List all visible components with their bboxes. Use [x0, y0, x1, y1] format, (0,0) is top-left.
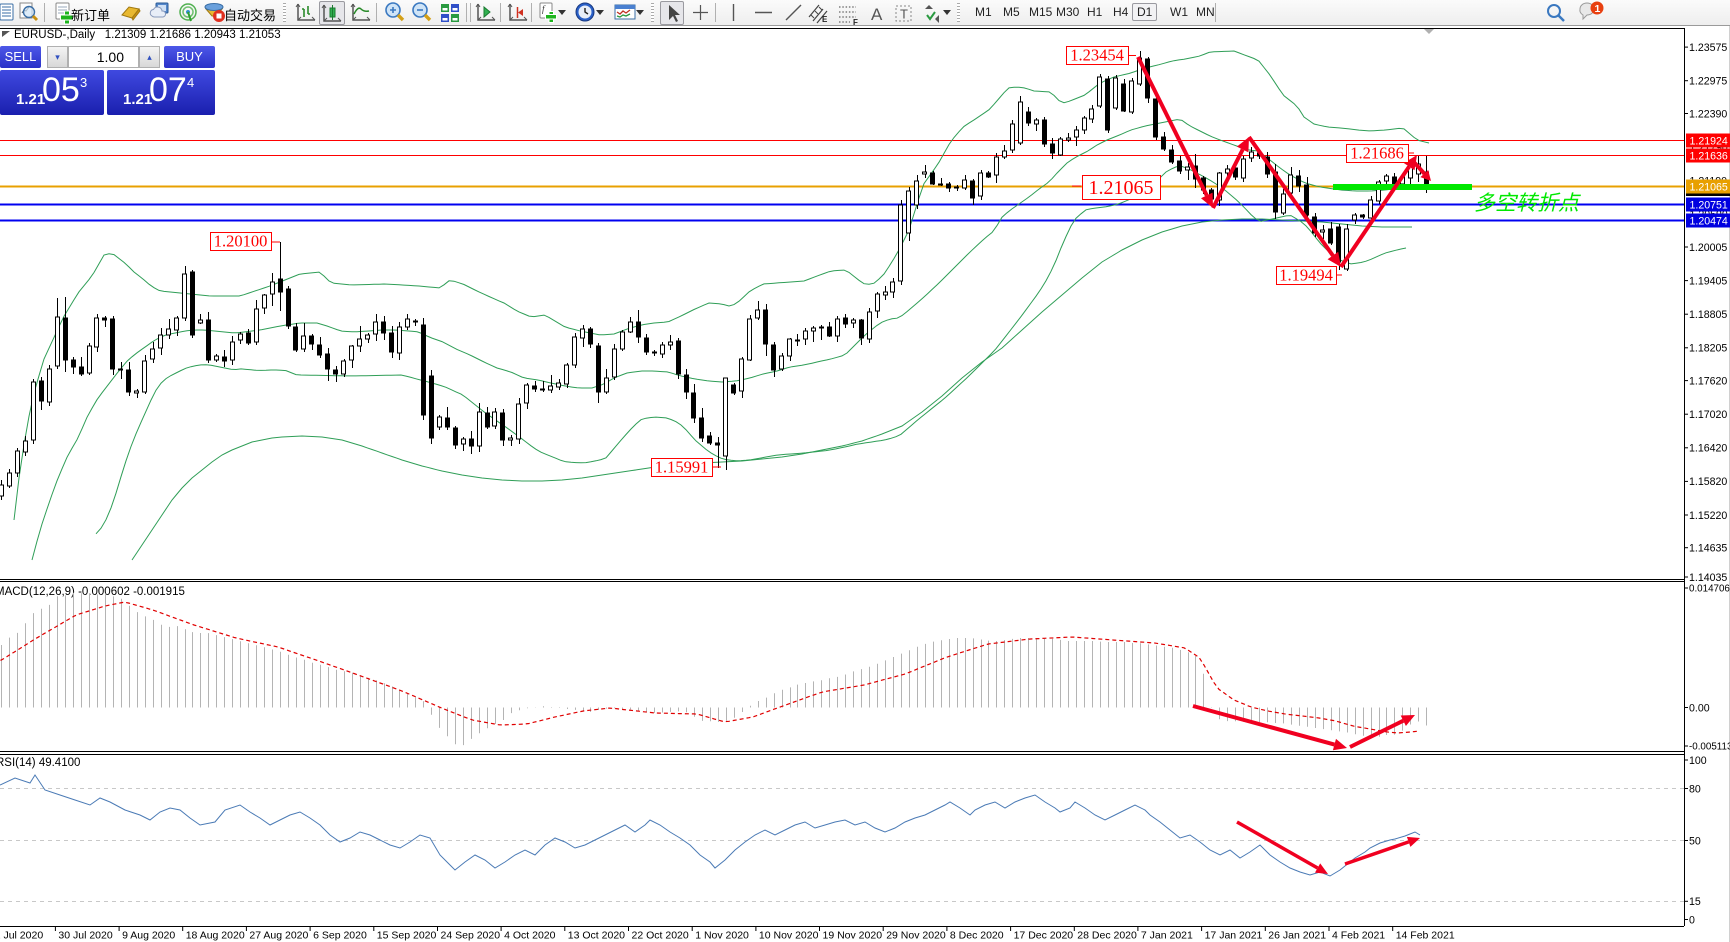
- svg-text:1.17620: 1.17620: [1689, 375, 1727, 387]
- svg-text:1.21065: 1.21065: [1089, 177, 1154, 199]
- svg-text:1 Nov 2020: 1 Nov 2020: [695, 930, 749, 942]
- svg-text:19 Nov 2020: 19 Nov 2020: [823, 930, 883, 942]
- svg-text:多空转折点: 多空转折点: [1474, 192, 1581, 215]
- svg-text:4 Feb 2021: 4 Feb 2021: [1332, 930, 1385, 942]
- svg-text:1.14035: 1.14035: [1689, 572, 1727, 584]
- svg-text:f: f: [542, 4, 546, 14]
- svg-text:EURUSD-,Daily 1.21309 1.2168: EURUSD-,Daily 1.21309 1.21686 1.20943 1.…: [14, 29, 281, 41]
- svg-text:10 Nov 2020: 10 Nov 2020: [759, 930, 819, 942]
- svg-text:E: E: [822, 15, 828, 24]
- svg-text:-0.005113: -0.005113: [1689, 742, 1730, 753]
- svg-text:6 Sep 2020: 6 Sep 2020: [313, 930, 367, 942]
- svg-text:100: 100: [1689, 755, 1707, 767]
- svg-text:T: T: [900, 7, 908, 22]
- svg-text:1.19494: 1.19494: [1279, 266, 1333, 285]
- svg-text:0.014706: 0.014706: [1689, 584, 1730, 595]
- svg-text:1.21065: 1.21065: [1690, 181, 1728, 193]
- svg-text:9 Aug 2020: 9 Aug 2020: [122, 930, 175, 942]
- svg-text:7 Jan 2021: 7 Jan 2021: [1141, 930, 1193, 942]
- svg-text:RSI(14) 49.4100: RSI(14) 49.4100: [0, 757, 80, 769]
- svg-text:A: A: [871, 5, 883, 24]
- svg-text:1.21636: 1.21636: [1690, 150, 1728, 162]
- svg-text:1: 1: [1595, 3, 1601, 15]
- svg-text:15: 15: [1689, 896, 1701, 908]
- svg-text:1.21924: 1.21924: [1690, 135, 1728, 147]
- svg-text:1.17020: 1.17020: [1689, 409, 1727, 421]
- svg-text:1.15220: 1.15220: [1689, 510, 1727, 522]
- svg-text:28 Dec 2020: 28 Dec 2020: [1077, 930, 1137, 942]
- svg-text:1.20474: 1.20474: [1690, 215, 1728, 227]
- svg-text:1 Jul 2020: 1 Jul 2020: [0, 930, 43, 942]
- svg-text:15 Sep 2020: 15 Sep 2020: [377, 930, 437, 942]
- svg-text:30 Jul 2020: 30 Jul 2020: [58, 930, 112, 942]
- svg-text:1.18805: 1.18805: [1689, 309, 1727, 321]
- svg-text:13 Oct 2020: 13 Oct 2020: [568, 930, 625, 942]
- svg-text:14 Feb 2021: 14 Feb 2021: [1396, 930, 1455, 942]
- svg-text:17 Dec 2020: 17 Dec 2020: [1014, 930, 1074, 942]
- svg-text:50: 50: [1689, 835, 1701, 847]
- svg-text:4 Oct 2020: 4 Oct 2020: [504, 930, 556, 942]
- svg-text:1.18205: 1.18205: [1689, 343, 1727, 355]
- svg-text:26 Jan 2021: 26 Jan 2021: [1268, 930, 1326, 942]
- svg-text:1.15991: 1.15991: [655, 458, 709, 477]
- svg-text:17 Jan 2021: 17 Jan 2021: [1205, 930, 1263, 942]
- svg-text:1.23454: 1.23454: [1070, 46, 1124, 65]
- svg-text:1.22975: 1.22975: [1689, 76, 1727, 88]
- svg-text:24 Sep 2020: 24 Sep 2020: [441, 930, 501, 942]
- svg-text:27 Aug 2020: 27 Aug 2020: [249, 930, 308, 942]
- svg-text:1.16420: 1.16420: [1689, 443, 1727, 455]
- svg-text:1.21686: 1.21686: [1350, 144, 1404, 163]
- svg-text:8 Dec 2020: 8 Dec 2020: [950, 930, 1004, 942]
- svg-text:1.19405: 1.19405: [1689, 275, 1727, 287]
- svg-text:22 Oct 2020: 22 Oct 2020: [632, 930, 689, 942]
- svg-text:F: F: [853, 18, 858, 27]
- svg-text:0: 0: [1689, 914, 1695, 926]
- svg-text:1.23575: 1.23575: [1689, 42, 1727, 54]
- svg-text:1.15820: 1.15820: [1689, 476, 1727, 488]
- svg-text:1.20100: 1.20100: [214, 232, 268, 251]
- svg-text:1.20005: 1.20005: [1689, 242, 1727, 254]
- svg-text:29 Nov 2020: 29 Nov 2020: [886, 930, 946, 942]
- svg-text:80: 80: [1689, 783, 1701, 795]
- svg-text:1.20751: 1.20751: [1690, 199, 1728, 211]
- svg-text:18 Aug 2020: 18 Aug 2020: [186, 930, 245, 942]
- svg-text:1.22390: 1.22390: [1689, 108, 1727, 120]
- svg-text:MACD(12,26,9) -0.000602 -0.001: MACD(12,26,9) -0.000602 -0.001915: [0, 586, 185, 598]
- svg-text:1.14635: 1.14635: [1689, 543, 1727, 555]
- svg-text:0.00: 0.00: [1689, 702, 1710, 714]
